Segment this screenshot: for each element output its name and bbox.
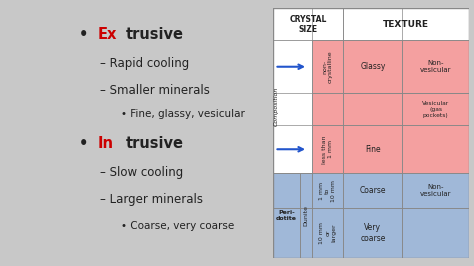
FancyBboxPatch shape [273,208,300,258]
FancyBboxPatch shape [312,208,343,258]
Text: Peri-
dotite: Peri- dotite [276,210,297,221]
FancyBboxPatch shape [343,93,402,126]
Text: 10 mm
or
larger: 10 mm or larger [319,222,336,244]
Text: •: • [79,136,88,151]
Text: Composition: Composition [273,87,279,126]
FancyBboxPatch shape [343,173,402,208]
FancyBboxPatch shape [273,8,343,40]
FancyBboxPatch shape [402,173,469,208]
Text: Dunite: Dunite [303,205,309,226]
FancyBboxPatch shape [402,93,469,126]
FancyBboxPatch shape [300,173,312,208]
Text: •: • [79,27,88,42]
Text: • Coarse, very coarse: • Coarse, very coarse [121,221,235,231]
Text: TEXTURE: TEXTURE [383,20,429,29]
FancyBboxPatch shape [312,126,343,173]
Text: – Larger minerals: – Larger minerals [100,193,203,206]
Text: trusive: trusive [126,27,183,42]
FancyBboxPatch shape [402,40,469,93]
FancyBboxPatch shape [343,8,469,40]
Text: Coarse: Coarse [360,186,386,195]
FancyBboxPatch shape [343,126,402,173]
FancyBboxPatch shape [273,93,312,126]
Text: Fine: Fine [365,145,381,154]
Text: – Slow cooling: – Slow cooling [100,167,183,179]
Text: Non-
vesicular: Non- vesicular [420,60,452,73]
FancyBboxPatch shape [273,40,312,93]
FancyBboxPatch shape [402,126,469,173]
FancyBboxPatch shape [402,208,469,258]
Text: Very
coarse: Very coarse [360,223,385,243]
FancyBboxPatch shape [312,93,343,126]
FancyBboxPatch shape [312,173,343,208]
FancyBboxPatch shape [300,208,312,258]
Text: 1 mm
to
10 mm: 1 mm to 10 mm [319,180,336,202]
Text: CRYSTAL
SIZE: CRYSTAL SIZE [289,15,327,34]
Text: – Smaller minerals: – Smaller minerals [100,84,210,97]
Text: – Rapid cooling: – Rapid cooling [100,57,189,70]
Text: Glassy: Glassy [360,62,385,71]
FancyBboxPatch shape [273,173,300,208]
Text: less than
1 mm: less than 1 mm [322,135,333,164]
FancyBboxPatch shape [273,126,312,173]
Text: Ex: Ex [98,27,117,42]
FancyBboxPatch shape [312,40,343,93]
FancyBboxPatch shape [343,40,402,93]
Text: trusive: trusive [126,136,183,151]
Text: Non-
vesicular: Non- vesicular [420,184,452,197]
Text: In: In [98,136,114,151]
Text: non-
crystalline: non- crystalline [322,51,333,83]
FancyBboxPatch shape [343,208,402,258]
Text: Vesicular
(gas
pockets): Vesicular (gas pockets) [422,101,449,118]
Text: • Fine, glassy, vesicular: • Fine, glassy, vesicular [121,109,245,119]
FancyBboxPatch shape [273,40,312,173]
